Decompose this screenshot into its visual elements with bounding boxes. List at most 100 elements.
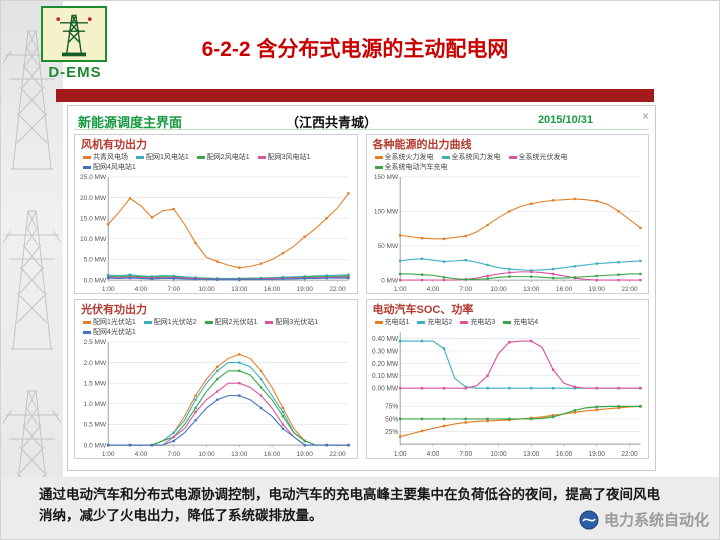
chart-plot: 25.0 MW 20.0 MW 15.0 MW 10.0 MW 5.0 MW 0.0 MW… (80, 174, 350, 293)
legend-label: 配网1光伏站1 (93, 319, 136, 326)
charts-grid: 风机有功出力 共青风电场 配网1风电站1 配网2风电站1 配网3风电站1 配网4风电站1… (74, 134, 649, 459)
svg-text:7:00: 7:00 (459, 451, 472, 458)
legend-label: 配网4风电站1 (93, 164, 136, 171)
svg-text:20.0 MW: 20.0 MW (80, 195, 107, 202)
legend-marker-icon (143, 321, 152, 324)
svg-text:7:00: 7:00 (167, 286, 180, 293)
legend-marker-icon (460, 321, 469, 324)
dems-logo-text: D-EMS (48, 64, 102, 81)
svg-text:0.20 MW: 0.20 MW (372, 361, 399, 368)
svg-text:5.0 MW: 5.0 MW (84, 257, 107, 264)
legend-item: 全系统风力发电 (441, 153, 501, 162)
legend-marker-icon (374, 156, 383, 159)
svg-text:4:00: 4:00 (135, 286, 148, 293)
transmission-tower-background (1, 1, 63, 539)
svg-text:1.5 MW: 1.5 MW (84, 380, 107, 387)
legend-label: 配网2风电站1 (206, 154, 250, 161)
svg-text:10:00: 10:00 (198, 286, 215, 293)
legend-label: 全系统光伏发电 (518, 154, 568, 161)
ems-window-header: 新能源调度主界面 （江西共青城） 2015/10/31 × (74, 110, 649, 130)
svg-text:0.5 MW: 0.5 MW (84, 422, 107, 429)
close-icon[interactable]: × (641, 109, 649, 123)
legend-item: 全系统电动汽车充电 (374, 163, 448, 172)
svg-text:10.0 MW: 10.0 MW (80, 236, 107, 243)
legend-item: 配网1风电站1 (136, 153, 189, 162)
legend-marker-icon (503, 321, 512, 324)
chart-legend: 配网1光伏站1 配网1光伏站2 配网2光伏站1 配网3光伏站1 配网4光伏站1 (75, 318, 357, 337)
svg-text:1:00: 1:00 (393, 451, 406, 458)
legend-label: 充电站3 (470, 319, 496, 326)
svg-text:13:00: 13:00 (231, 286, 248, 293)
legend-marker-icon (417, 321, 426, 324)
svg-text:25%: 25% (385, 429, 398, 436)
svg-text:7:00: 7:00 (167, 451, 180, 458)
legend-item: 配网2光伏站1 (204, 318, 257, 327)
chart-plot: 0.40 MW 0.30 MW 0.20 MW 0.10 MW 0.00 MW 75% 50… (372, 332, 642, 458)
legend-marker-icon (441, 156, 450, 159)
legend-item: 全系统火力发电 (374, 153, 434, 162)
legend-marker-icon (83, 331, 91, 334)
svg-text:1:00: 1:00 (102, 451, 115, 458)
svg-text:19:00: 19:00 (297, 286, 314, 293)
svg-text:22:00: 22:00 (621, 286, 638, 293)
svg-text:2.0 MW: 2.0 MW (84, 360, 107, 367)
svg-text:13:00: 13:00 (523, 286, 540, 293)
svg-text:0.10 MW: 0.10 MW (372, 373, 399, 380)
ems-date: 2015/10/31 (537, 114, 593, 126)
chart-plot: 150 MW 100 MW 50 MW 0 MW 1:00 4:00 7:00 10:00 13… (373, 174, 642, 293)
legend-item: 配网4风电站1 (83, 163, 136, 172)
legend-marker-icon (196, 156, 205, 159)
chart-energy-output-curves: 各种能源的出力曲线 全系统火力发电 全系统风力发电 全系统光伏发电全系统电动汽车充电… (365, 134, 649, 294)
slide-title: 6-2-2 含分布式电源的主动配电网 (201, 38, 509, 61)
legend-item: 配网3光伏站1 (265, 318, 318, 327)
svg-text:2.5 MW: 2.5 MW (84, 339, 107, 346)
watermark: 电力系统自动化 (579, 509, 709, 530)
chart-title: 各种能源的出力曲线 (372, 139, 472, 151)
svg-text:22:00: 22:00 (329, 286, 346, 293)
legend-label: 配网1光伏站2 (153, 319, 197, 326)
svg-text:150 MW: 150 MW (373, 174, 398, 181)
legend-marker-icon (204, 321, 213, 324)
svg-text:10:00: 10:00 (198, 451, 215, 458)
svg-text:16:00: 16:00 (264, 286, 281, 293)
legend-item: 充电站4 (503, 318, 538, 327)
svg-text:0.40 MW: 0.40 MW (372, 336, 399, 343)
svg-text:19:00: 19:00 (588, 451, 605, 458)
svg-text:50%: 50% (385, 416, 398, 423)
legend-marker-icon (83, 166, 91, 169)
legend-item: 配网1光伏站2 (143, 318, 197, 327)
legend-item: 配网4光伏站1 (83, 328, 136, 337)
legend-marker-icon (508, 156, 517, 159)
svg-text:13:00: 13:00 (523, 451, 540, 458)
legend-label: 充电站4 (513, 319, 539, 326)
dems-logo: D-EMS (41, 6, 109, 81)
legend-marker-icon (257, 156, 266, 159)
ems-location-subtitle: （江西共青城） (286, 115, 378, 130)
ems-window: 新能源调度主界面 （江西共青城） 2015/10/31 × 风机有功出力 共青风… (67, 105, 656, 471)
legend-label: 充电站1 (384, 319, 410, 326)
legend-label: 配网3光伏站1 (275, 319, 319, 326)
svg-text:0.30 MW: 0.30 MW (372, 348, 399, 355)
title-underline-bar (56, 89, 654, 102)
chart-legend: 共青风电场 配网1风电站1 配网2风电站1 配网3风电站1 配网4风电站1 (75, 153, 357, 172)
chart-wind-power: 风机有功出力 共青风电场 配网1风电站1 配网2风电站1 配网3风电站1 配网4风电站1… (74, 134, 358, 294)
legend-label: 全系统电动汽车充电 (384, 164, 448, 171)
legend-marker-icon (374, 321, 383, 324)
svg-text:75%: 75% (385, 404, 398, 411)
legend-item: 充电站2 (417, 318, 452, 327)
svg-text:0.00 MW: 0.00 MW (372, 385, 399, 392)
journal-logo-icon (579, 510, 599, 529)
legend-label: 配网3风电站1 (267, 154, 311, 161)
svg-text:15.0 MW: 15.0 MW (80, 215, 107, 222)
chart-title: 电动汽车SOC、功率 (372, 304, 474, 316)
chart-title: 风机有功出力 (81, 139, 147, 151)
legend-marker-icon (83, 156, 91, 159)
watermark-text: 电力系统自动化 (603, 512, 709, 529)
transmission-tower-art (2, 30, 62, 530)
chart-ev-soc-power: 电动汽车SOC、功率 充电站1 充电站2 充电站3 充电站4 0.40 MW 0.30 … (365, 299, 649, 459)
ems-title: 新能源调度主界面 (78, 115, 183, 130)
svg-text:1:00: 1:00 (102, 286, 115, 293)
svg-text:22:00: 22:00 (621, 451, 638, 458)
chart-plot: 2.5 MW 2.0 MW 1.5 MW 1.0 MW 0.5 MW 0.0 MW 1:00… (84, 339, 350, 458)
legend-item: 配网3风电站1 (257, 153, 311, 162)
